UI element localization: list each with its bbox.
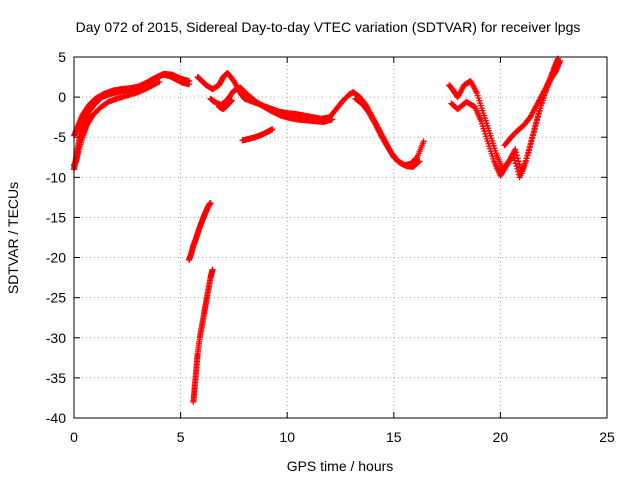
series-arc-late-cluster-2 [448, 62, 559, 181]
y-tick-label: -20 [46, 250, 66, 266]
y-tick-label: 5 [58, 49, 66, 65]
data-point [510, 154, 517, 161]
data-point [513, 163, 520, 170]
data-point [420, 138, 427, 145]
data-point [529, 134, 536, 141]
series-arc-mid-small [215, 97, 235, 113]
data-point [525, 149, 532, 156]
y-tick-label: -40 [46, 410, 66, 426]
data-point [514, 165, 521, 172]
series-arc-main-early-lower [71, 78, 163, 169]
data-point [416, 158, 423, 165]
data-point [527, 140, 534, 147]
data-points [71, 55, 564, 405]
data-point [511, 157, 518, 164]
x-tick-label: 10 [279, 429, 295, 445]
data-point [209, 266, 216, 273]
y-tick-label: -35 [46, 370, 66, 386]
data-point [531, 125, 538, 132]
data-point [534, 116, 541, 123]
data-point [228, 97, 235, 104]
y-tick-label: 0 [58, 89, 66, 105]
data-point [526, 143, 533, 150]
data-point [207, 200, 214, 207]
data-point [154, 79, 161, 86]
data-point [522, 158, 529, 165]
data-point [530, 128, 537, 135]
data-point [534, 113, 541, 120]
series-arc-8h [239, 126, 276, 144]
data-point [510, 151, 517, 158]
y-tick-label: -25 [46, 290, 66, 306]
data-point [523, 155, 530, 162]
plot-frame [73, 56, 608, 419]
data-point [530, 131, 537, 138]
x-tick-label: 0 [70, 429, 78, 445]
data-point [186, 78, 193, 85]
data-point [415, 158, 422, 165]
series-arc-6h-steep [186, 200, 214, 263]
series-arc-late-cluster [446, 55, 561, 177]
grid-layer [73, 56, 608, 419]
data-point [526, 146, 533, 153]
data-point [512, 146, 519, 153]
x-tick-label: 25 [599, 429, 615, 445]
y-axis: 5 0 -5 -10 -15 -20 -25 -30 -35 -40 [46, 49, 607, 426]
series-arc-late-cluster-3 [501, 58, 564, 149]
chart-title: Day 072 of 2015, Sidereal Day-to-day VTE… [76, 19, 581, 35]
x-axis: 0 5 10 15 20 25 [70, 57, 615, 445]
y-tick-label: -5 [54, 129, 67, 145]
data-point [156, 78, 163, 85]
x-tick-label: 20 [493, 429, 509, 445]
y-axis-label: SDTVAR / TECUs [5, 182, 21, 294]
data-point [528, 137, 535, 144]
data-point [512, 160, 519, 167]
series-arc-main-early-upper [71, 70, 193, 139]
data-point [269, 126, 276, 133]
data-point [524, 152, 531, 159]
data-point [328, 116, 335, 123]
series-arc-mid-lower [207, 84, 335, 125]
data-point [557, 58, 564, 65]
x-tick-label: 5 [177, 429, 185, 445]
x-tick-label: 15 [386, 429, 402, 445]
y-tick-label: -15 [46, 209, 66, 225]
y-tick-label: -30 [46, 330, 66, 346]
x-axis-label: GPS time / hours [287, 458, 394, 474]
data-point [533, 119, 540, 126]
series-arc-13-16-lower [352, 95, 423, 170]
y-tick-label: -10 [46, 169, 66, 185]
data-point [532, 122, 539, 129]
series-arc-6h-drop [190, 266, 216, 405]
